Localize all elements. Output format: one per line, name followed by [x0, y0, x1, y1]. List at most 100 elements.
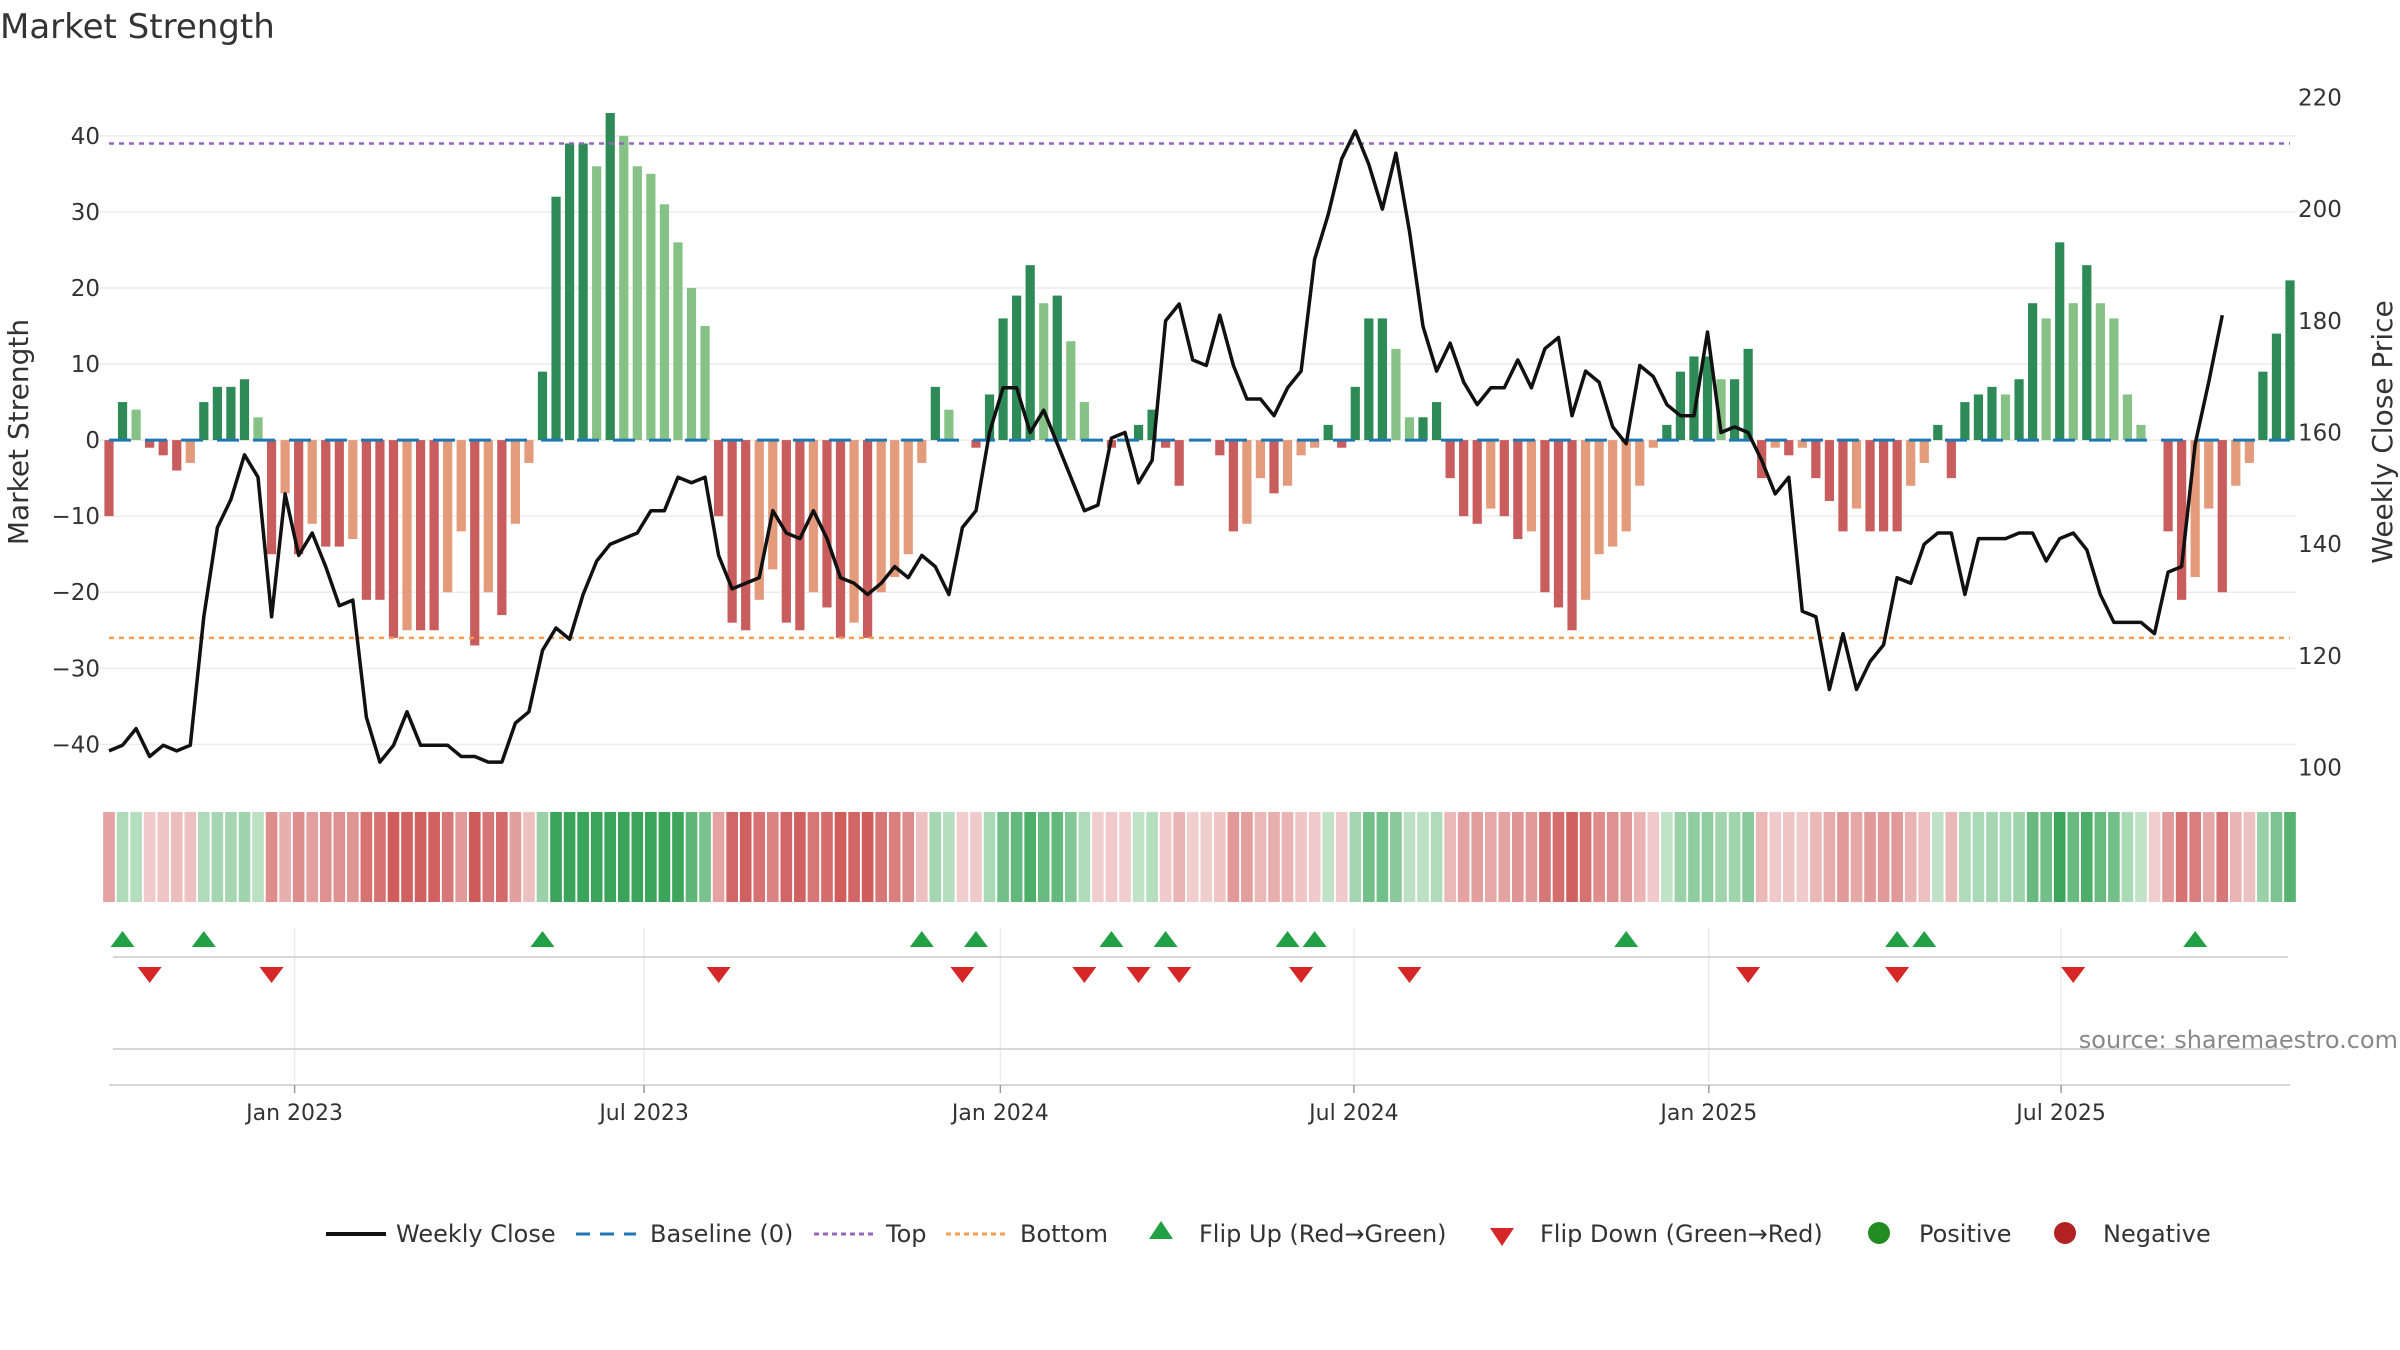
strength-strip-cell: [2108, 812, 2120, 902]
strength-bar: [971, 440, 981, 448]
strength-bar: [2082, 265, 2092, 441]
strength-bar: [1161, 440, 1171, 448]
strength-strip-cell: [1972, 812, 1985, 902]
legend-label: Flip Up (Red→Green): [1199, 1220, 1447, 1248]
strength-bar: [1310, 440, 1320, 448]
strength-strip-cell: [2229, 812, 2242, 902]
strength-strip-cell: [834, 812, 847, 902]
strength-strip-cell: [1782, 812, 1795, 902]
strength-bar: [1323, 424, 1333, 441]
strength-bar: [930, 386, 940, 441]
strength-strip-cell: [1444, 812, 1456, 902]
strength-strip-cell: [1593, 812, 1605, 902]
strength-bar: [1960, 402, 1970, 441]
strength-bar: [402, 440, 412, 631]
strength-strip-cell: [1349, 812, 1362, 902]
strength-strip-cell: [103, 812, 115, 902]
strength-bar: [808, 440, 819, 593]
strength-strip-cell: [1525, 812, 1538, 902]
strength-bar: [1784, 440, 1794, 456]
strength-strip-cell: [1173, 812, 1186, 902]
strength-strip-cell: [265, 812, 278, 902]
strength-strip-cell: [1078, 812, 1091, 902]
strength-bar: [944, 409, 954, 441]
strength-bar: [1824, 440, 1835, 501]
strength-bar: [145, 440, 155, 448]
strength-bar: [1066, 341, 1076, 441]
strength-bar: [619, 135, 629, 441]
strength-bar: [741, 440, 751, 631]
strength-strip-cell: [970, 812, 982, 902]
strength-strip-cell: [482, 812, 495, 902]
left-tick-label: 10: [71, 352, 100, 378]
strength-bar: [1702, 356, 1713, 441]
right-tick-label: 200: [2298, 197, 2342, 223]
flip-down-marker: [950, 967, 975, 983]
strength-bar: [822, 440, 832, 608]
strength-strip-cell: [2148, 812, 2161, 902]
strength-strip-cell: [1796, 812, 1809, 902]
strength-bar: [686, 287, 697, 441]
strength-strip-cell: [2135, 812, 2147, 902]
strength-bar: [768, 440, 778, 570]
strength-strip-cell: [414, 812, 427, 902]
strength-strip-cell: [1742, 812, 1754, 902]
strength-strip-cell: [1539, 812, 1551, 902]
flip-down-marker: [1397, 967, 1422, 983]
strength-bar: [1269, 440, 1279, 494]
strength-bar: [239, 379, 250, 441]
strength-strip-cell: [997, 812, 1009, 902]
strength-strip-cell: [1200, 812, 1213, 902]
strength-bar: [632, 166, 642, 441]
strength-strip-cell: [712, 812, 725, 902]
strength-strip-cell: [1390, 812, 1402, 902]
left-tick-label: 20: [71, 276, 100, 302]
strength-strip-cell: [1512, 812, 1524, 902]
strength-bar: [2204, 440, 2214, 509]
strength-bar: [1906, 440, 1916, 486]
strength-bar: [1445, 440, 1455, 479]
strength-bar: [510, 440, 521, 524]
strength-bar: [1337, 440, 1347, 448]
strength-bar: [1472, 440, 1482, 524]
flip-up-marker: [1614, 931, 1639, 947]
right-tick-label: 220: [2298, 85, 2342, 111]
strength-strip-cell: [1986, 812, 1998, 902]
strength-strip-cell: [1295, 812, 1307, 902]
strength-strip-cell: [468, 812, 481, 902]
strength-bar: [429, 440, 439, 631]
strength-bar: [2217, 440, 2227, 593]
strength-bar: [1404, 417, 1415, 441]
strength-strip-cell: [225, 812, 237, 902]
flip-down-marker: [1885, 967, 1910, 983]
strength-strip-cell: [252, 812, 264, 902]
left-tick-label: 0: [85, 428, 100, 454]
strength-bar: [172, 440, 182, 471]
strength-strip-cell: [387, 812, 400, 902]
strength-bar: [266, 440, 277, 555]
strength-strip-cell: [794, 812, 806, 902]
strength-bar: [2055, 242, 2065, 441]
strength-bar: [1377, 318, 1387, 441]
strength-strip-cell: [1674, 812, 1687, 902]
flip-down-marker: [2061, 967, 2086, 983]
strength-strip-cell: [563, 812, 576, 902]
strength-bar: [659, 204, 670, 441]
strength-strip-cell: [1728, 812, 1741, 902]
left-tick-label: −10: [51, 504, 100, 530]
strength-strip-cell: [888, 812, 901, 902]
strength-strip-cell: [2094, 812, 2107, 902]
strength-bar: [1052, 295, 1062, 441]
strength-bar: [1580, 440, 1591, 600]
strength-bar: [1567, 440, 1577, 631]
strength-strip-cell: [1484, 812, 1497, 902]
strength-bar: [375, 440, 385, 600]
strength-strip-cell: [184, 812, 197, 902]
strength-strip-cell: [1891, 812, 1903, 902]
strength-bar: [321, 440, 331, 547]
strength-strip-cell: [861, 812, 874, 902]
strength-strip-cell: [2175, 812, 2188, 902]
strength-strip-cell: [617, 812, 630, 902]
strength-strip-cell: [1471, 812, 1484, 902]
strength-strip-cell: [2067, 812, 2080, 902]
